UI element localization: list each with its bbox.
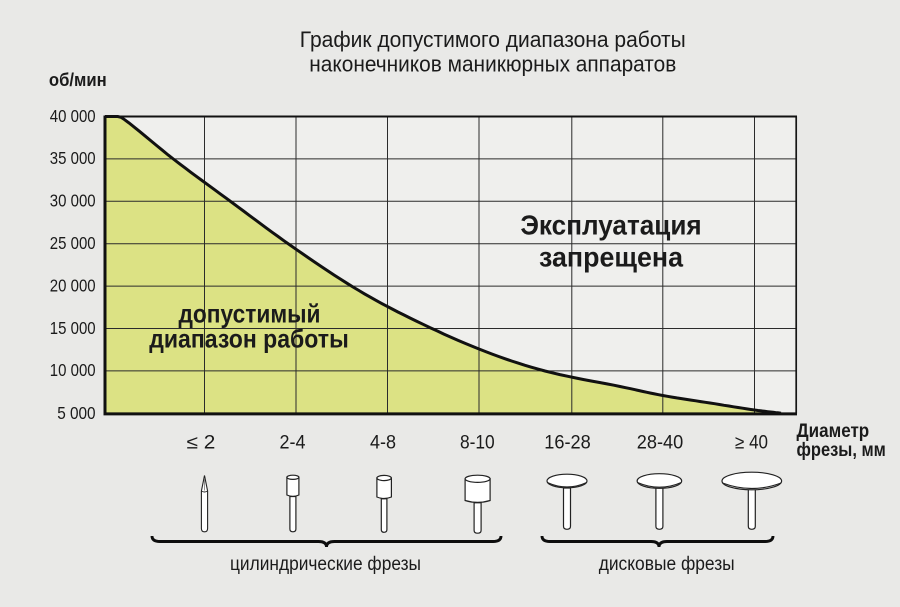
svg-text:цилиндрические фрезы: цилиндрические фрезы [230, 554, 421, 575]
svg-text:20 000: 20 000 [50, 275, 96, 295]
svg-text:16-28: 16-28 [544, 433, 591, 454]
svg-text:30 000: 30 000 [50, 191, 96, 211]
svg-text:запрещена: запрещена [539, 242, 683, 273]
svg-text:≥ 40: ≥ 40 [735, 433, 768, 454]
svg-text:наконечников маникюрных аппара: наконечников маникюрных аппаратов [309, 52, 676, 77]
svg-text:15 000: 15 000 [50, 318, 96, 338]
svg-text:25 000: 25 000 [50, 233, 96, 253]
svg-text:5 000: 5 000 [57, 403, 96, 423]
svg-text:4-8: 4-8 [370, 433, 396, 454]
svg-text:Эксплуатация: Эксплуатация [520, 210, 701, 241]
svg-text:допустимый: допустимый [179, 299, 321, 329]
svg-text:фрезы, мм: фрезы, мм [797, 440, 886, 461]
svg-text:График допустимого диапазона р: График допустимого диапазона работы [300, 27, 686, 52]
svg-text:диапазон работы: диапазон работы [149, 324, 349, 354]
svg-text:10 000: 10 000 [50, 360, 96, 380]
svg-text:≤ 2: ≤ 2 [187, 433, 216, 454]
svg-text:Диаметр: Диаметр [797, 421, 870, 442]
svg-text:40 000: 40 000 [50, 106, 96, 126]
svg-text:дисковые фрезы: дисковые фрезы [599, 554, 735, 575]
svg-text:2-4: 2-4 [280, 433, 306, 454]
svg-text:28-40: 28-40 [637, 433, 684, 454]
svg-text:35 000: 35 000 [50, 148, 96, 168]
svg-text:об/мин: об/мин [49, 70, 107, 90]
svg-text:8-10: 8-10 [460, 433, 495, 454]
